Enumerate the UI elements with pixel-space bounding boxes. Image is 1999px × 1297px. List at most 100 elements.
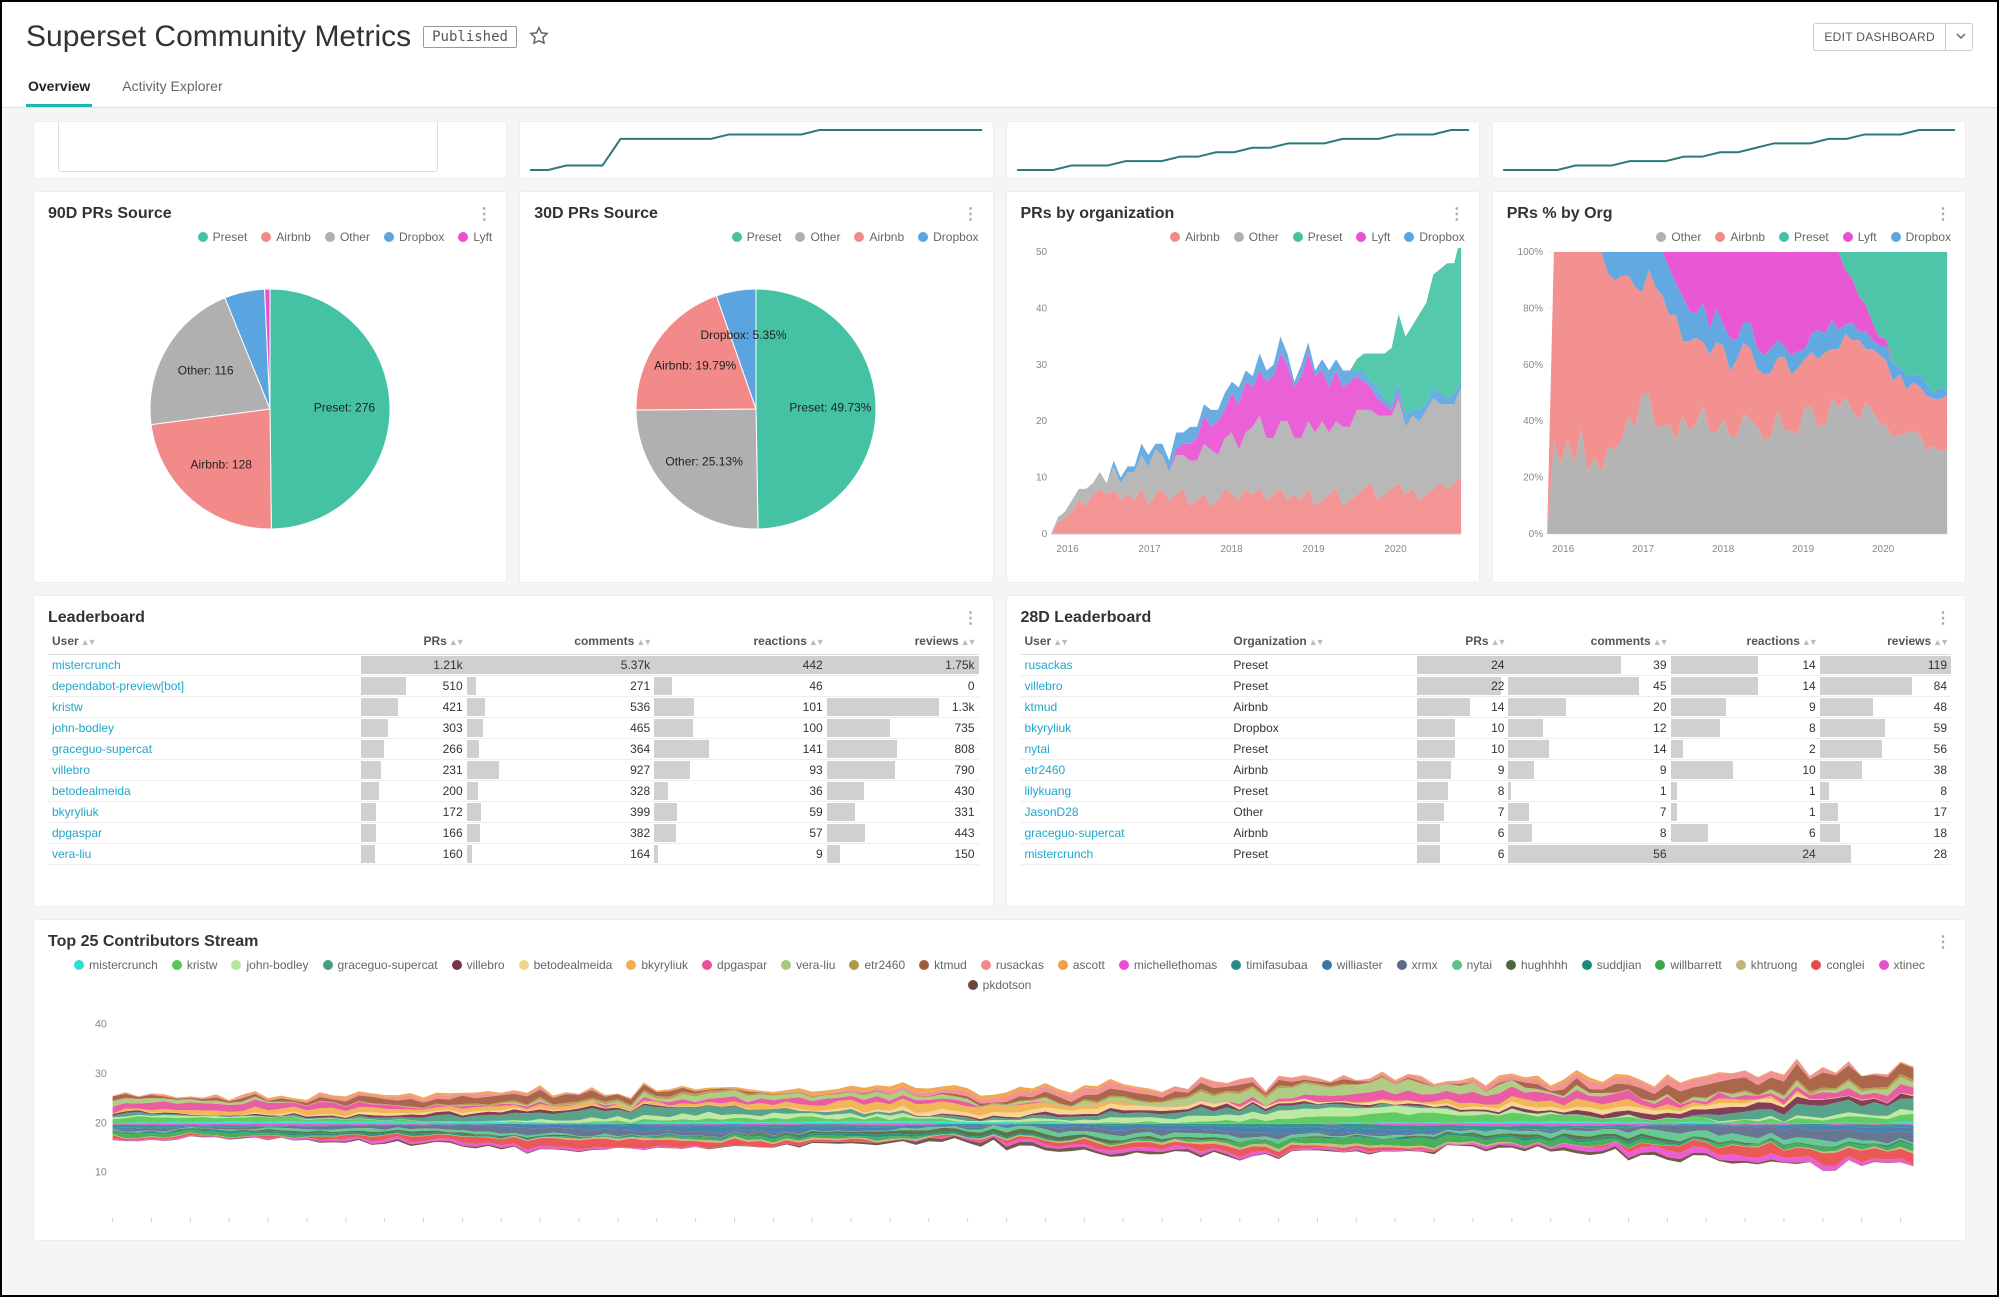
more-icon[interactable]: ⋮ xyxy=(1935,932,1951,952)
tab-activity-explorer[interactable]: Activity Explorer xyxy=(120,68,224,107)
legend-item[interactable]: xtinec xyxy=(1879,958,1925,972)
col-header[interactable]: PRs▲▼ xyxy=(361,628,466,655)
tab-overview[interactable]: Overview xyxy=(26,68,92,107)
legend-item[interactable]: ktmud xyxy=(919,958,967,972)
legend-item[interactable]: Lyft xyxy=(1356,230,1390,244)
legend-item[interactable]: Lyft xyxy=(458,230,492,244)
legend-item[interactable]: bkyryliuk xyxy=(626,958,688,972)
legend-item[interactable]: hughhhh xyxy=(1506,958,1568,972)
legend-item[interactable]: Airbnb xyxy=(854,230,904,244)
user-link[interactable]: nytai xyxy=(1025,742,1050,756)
legend-item[interactable]: Other xyxy=(1656,230,1701,244)
col-header[interactable]: comments▲▼ xyxy=(1508,628,1670,655)
legend-item[interactable]: Airbnb xyxy=(261,230,311,244)
user-link[interactable]: villebro xyxy=(1025,679,1063,693)
legend-item[interactable]: Lyft xyxy=(1843,230,1877,244)
more-icon[interactable]: ⋮ xyxy=(963,204,979,224)
col-header[interactable]: comments▲▼ xyxy=(467,628,654,655)
legend-item[interactable]: williaster xyxy=(1322,958,1383,972)
dashboard-more-button[interactable] xyxy=(1945,23,1973,51)
legend-item[interactable]: Airbnb xyxy=(1170,230,1220,244)
legend-item[interactable]: Other xyxy=(325,230,370,244)
user-link[interactable]: mistercrunch xyxy=(1025,847,1094,861)
legend-item[interactable]: kristw xyxy=(172,958,218,972)
svg-text:2019: 2019 xyxy=(1792,544,1815,555)
user-link[interactable]: betodealmeida xyxy=(52,784,131,798)
legend-item[interactable]: villebro xyxy=(452,958,505,972)
more-icon[interactable]: ⋮ xyxy=(963,608,979,628)
user-link[interactable]: etr2460 xyxy=(1025,763,1066,777)
legend-item[interactable]: vera-liu xyxy=(781,958,835,972)
legend-item[interactable]: dpgaspar xyxy=(702,958,767,972)
user-link[interactable]: ktmud xyxy=(1025,700,1058,714)
user-link[interactable]: john-bodley xyxy=(52,721,114,735)
user-link[interactable]: lilykuang xyxy=(1025,784,1072,798)
legend-item[interactable]: michellethomas xyxy=(1119,958,1217,972)
table-row: villebroPreset22451484 xyxy=(1021,676,1952,697)
table-row: lilykuangPreset8118 xyxy=(1021,781,1952,802)
svg-text:Preset: 276: Preset: 276 xyxy=(314,401,376,415)
user-link[interactable]: bkyryliuk xyxy=(1025,721,1072,735)
legend-item[interactable]: Preset xyxy=(732,230,782,244)
table-row: vera-liu1601649150 xyxy=(48,844,979,865)
user-link[interactable]: JasonD28 xyxy=(1025,805,1079,819)
legend-item[interactable]: Dropbox xyxy=(1891,230,1951,244)
legend-item[interactable]: john-bodley xyxy=(231,958,308,972)
legend-item[interactable]: khtruong xyxy=(1736,958,1798,972)
col-header[interactable]: reactions▲▼ xyxy=(654,628,827,655)
svg-text:2017: 2017 xyxy=(1138,544,1161,555)
col-header[interactable]: reactions▲▼ xyxy=(1671,628,1820,655)
user-link[interactable]: kristw xyxy=(52,700,83,714)
stream-title: Top 25 Contributors Stream xyxy=(48,933,258,951)
legend-item[interactable]: timifasubaa xyxy=(1231,958,1307,972)
user-link[interactable]: vera-liu xyxy=(52,847,91,861)
legend-item[interactable]: ascott xyxy=(1058,958,1105,972)
legend-item[interactable]: etr2460 xyxy=(849,958,905,972)
legend-item[interactable]: Airbnb xyxy=(1715,230,1765,244)
legend-item[interactable]: graceguo-supercat xyxy=(323,958,438,972)
col-header[interactable]: User▲▼ xyxy=(1021,628,1230,655)
legend-item[interactable]: Other xyxy=(795,230,840,244)
col-header[interactable]: User▲▼ xyxy=(48,628,361,655)
legend-item[interactable]: xrmx xyxy=(1397,958,1438,972)
legend-item[interactable]: Preset xyxy=(1779,230,1829,244)
legend-item[interactable]: Dropbox xyxy=(1404,230,1464,244)
legend-item[interactable]: betodealmeida xyxy=(519,958,613,972)
col-header[interactable]: PRs▲▼ xyxy=(1417,628,1508,655)
legend-item[interactable]: Dropbox xyxy=(384,230,444,244)
star-icon[interactable] xyxy=(529,26,549,49)
legend-item[interactable]: pkdotson xyxy=(968,978,1032,992)
user-link[interactable]: graceguo-supercat xyxy=(1025,826,1125,840)
legend-item[interactable]: mistercrunch xyxy=(74,958,158,972)
more-icon[interactable]: ⋮ xyxy=(1449,204,1465,224)
more-icon[interactable]: ⋮ xyxy=(476,204,492,224)
table-row: kristw4215361011.3k xyxy=(48,697,979,718)
user-link[interactable]: mistercrunch xyxy=(52,658,121,672)
user-link[interactable]: dpgaspar xyxy=(52,826,102,840)
legend-item[interactable]: Dropbox xyxy=(918,230,978,244)
legend-item[interactable]: Other xyxy=(1234,230,1279,244)
legend-item[interactable]: suddjian xyxy=(1582,958,1642,972)
user-link[interactable]: rusackas xyxy=(1025,658,1073,672)
more-icon[interactable]: ⋮ xyxy=(1935,204,1951,224)
sparkline-card-4 xyxy=(1493,122,1965,178)
table-row: dependabot-preview[bot]510271460 xyxy=(48,676,979,697)
user-link[interactable]: dependabot-preview[bot] xyxy=(52,679,184,693)
legend-item[interactable]: willbarrett xyxy=(1655,958,1721,972)
pie90-card: 90D PRs Source⋮ PresetAirbnbOtherDropbox… xyxy=(34,192,506,582)
edit-dashboard-button[interactable]: EDIT DASHBOARD xyxy=(1813,23,1945,51)
col-header[interactable]: reviews▲▼ xyxy=(1820,628,1951,655)
legend-item[interactable]: nytai xyxy=(1452,958,1492,972)
user-link[interactable]: villebro xyxy=(52,763,90,777)
table-row: john-bodley303465100735 xyxy=(48,718,979,739)
legend-item[interactable]: Preset xyxy=(198,230,248,244)
legend-item[interactable]: rusackas xyxy=(981,958,1044,972)
more-icon[interactable]: ⋮ xyxy=(1935,608,1951,628)
col-header[interactable]: reviews▲▼ xyxy=(827,628,979,655)
legend-item[interactable]: conglei xyxy=(1811,958,1864,972)
legend-item[interactable]: Preset xyxy=(1293,230,1343,244)
user-link[interactable]: bkyryliuk xyxy=(52,805,99,819)
col-header[interactable]: Organization▲▼ xyxy=(1229,628,1417,655)
svg-text:40: 40 xyxy=(1036,303,1048,314)
user-link[interactable]: graceguo-supercat xyxy=(52,742,152,756)
